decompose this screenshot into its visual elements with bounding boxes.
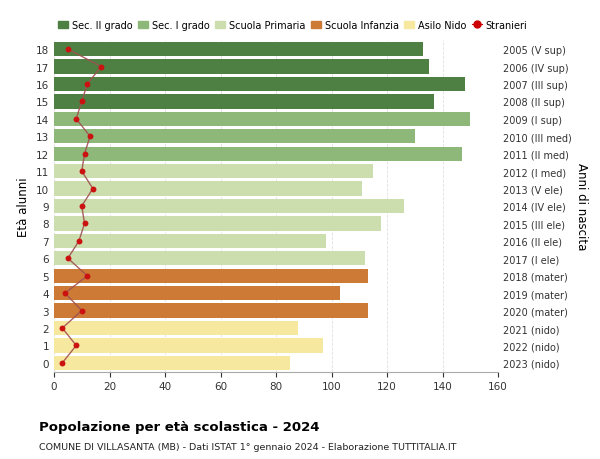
Point xyxy=(77,168,86,175)
Legend: Sec. II grado, Sec. I grado, Scuola Primaria, Scuola Infanzia, Asilo Nido, Stran: Sec. II grado, Sec. I grado, Scuola Prim… xyxy=(54,17,532,35)
Point xyxy=(88,185,98,193)
Point xyxy=(83,273,92,280)
Bar xyxy=(54,130,415,144)
Point xyxy=(80,220,89,228)
Point xyxy=(60,290,70,297)
Bar xyxy=(54,165,373,179)
Point xyxy=(97,64,106,71)
Point xyxy=(77,307,86,314)
Bar xyxy=(54,269,368,283)
Point xyxy=(85,133,95,140)
Point xyxy=(83,81,92,89)
Point xyxy=(77,203,86,210)
Bar xyxy=(54,356,290,370)
Point xyxy=(71,116,81,123)
Text: Popolazione per età scolastica - 2024: Popolazione per età scolastica - 2024 xyxy=(39,420,320,433)
Point xyxy=(58,325,67,332)
Point xyxy=(58,359,67,367)
Point xyxy=(71,342,81,349)
Point xyxy=(63,46,73,54)
Bar xyxy=(54,199,404,214)
Bar xyxy=(54,252,365,266)
Bar xyxy=(54,217,382,231)
Bar xyxy=(54,60,428,74)
Bar xyxy=(54,95,434,109)
Bar xyxy=(54,112,470,127)
Bar xyxy=(54,43,423,57)
Y-axis label: Età alunni: Età alunni xyxy=(17,177,31,236)
Bar xyxy=(54,78,465,92)
Point xyxy=(74,238,84,245)
Text: COMUNE DI VILLASANTA (MB) - Dati ISTAT 1° gennaio 2024 - Elaborazione TUTTITALIA: COMUNE DI VILLASANTA (MB) - Dati ISTAT 1… xyxy=(39,442,457,451)
Bar xyxy=(54,304,368,318)
Bar xyxy=(54,321,298,336)
Point xyxy=(80,151,89,158)
Point xyxy=(63,255,73,263)
Bar xyxy=(54,339,323,353)
Bar xyxy=(54,147,462,162)
Bar xyxy=(54,234,326,248)
Bar xyxy=(54,286,340,301)
Y-axis label: Anni di nascita: Anni di nascita xyxy=(575,163,588,250)
Bar xyxy=(54,182,362,196)
Point xyxy=(77,99,86,106)
